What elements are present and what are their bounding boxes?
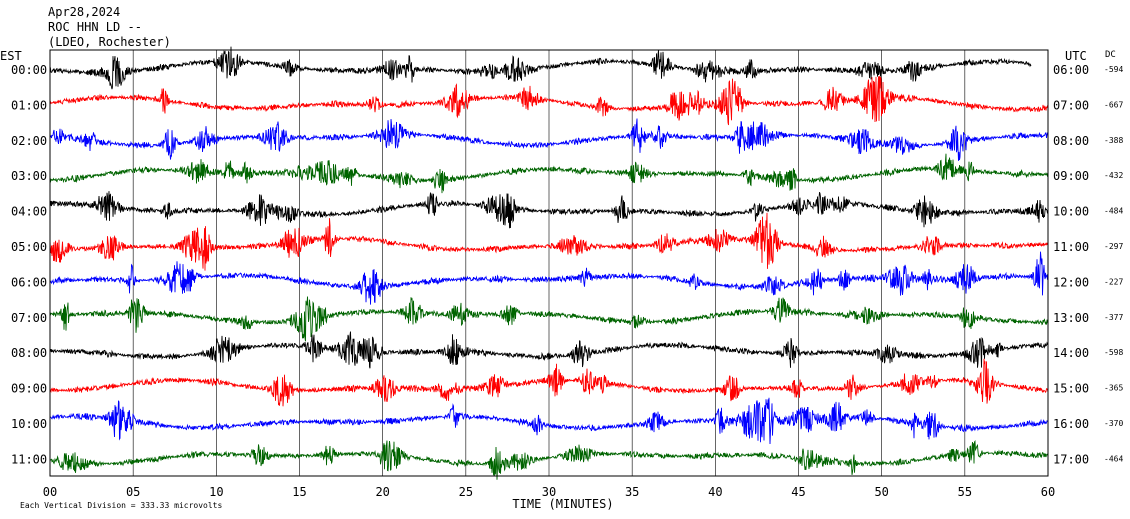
station-code: ROC HHN LD -- — [48, 20, 142, 34]
x-tick-label: 50 — [874, 485, 888, 499]
est-hour-label: 06:00 — [11, 275, 47, 289]
dc-offset-value: -388 — [1104, 136, 1123, 145]
seismic-trace — [49, 296, 1049, 342]
dc-offset-value: -377 — [1104, 313, 1123, 322]
dc-offset-value: -594 — [1104, 65, 1123, 74]
dc-column-label: DC — [1105, 50, 1116, 60]
scale-note: Each Vertical Division = 333.33 microvol… — [20, 501, 222, 510]
est-hour-label: 09:00 — [11, 382, 47, 396]
utc-hour-label: 07:00 — [1053, 98, 1089, 112]
est-hour-label: 07:00 — [11, 311, 47, 325]
est-hour-label: 05:00 — [11, 240, 47, 254]
seismic-trace — [49, 251, 1049, 305]
seismic-traces — [49, 46, 1049, 480]
x-tick-label: 20 — [375, 485, 389, 499]
dc-offset-value: -667 — [1104, 100, 1123, 109]
seismic-trace — [49, 440, 1049, 480]
x-axis-label: TIME (MINUTES) — [512, 497, 613, 511]
dc-offset-value: -464 — [1104, 454, 1123, 463]
utc-hour-label: 14:00 — [1053, 346, 1089, 360]
utc-hour-label: 12:00 — [1053, 275, 1089, 289]
row-labels: 00:00 06:00 -594 01:00 07:00 -667 02:00 08:00 -3… — [11, 63, 1123, 466]
utc-hour-label: 11:00 — [1053, 240, 1089, 254]
utc-hour-label: 09:00 — [1053, 169, 1089, 183]
utc-hour-label: 13:00 — [1053, 311, 1089, 325]
x-tick-label: 60 — [1041, 485, 1055, 499]
x-axis-ticks: 00 05 10 15 20 25 30 35 40 45 50 55 60 — [43, 485, 1055, 499]
seismic-trace — [49, 118, 1049, 161]
dc-offset-value: -484 — [1104, 207, 1123, 216]
dc-offset-value: -370 — [1104, 419, 1123, 428]
x-tick-label: 45 — [791, 485, 805, 499]
est-hour-label: 03:00 — [11, 169, 47, 183]
dc-offset-value: -598 — [1104, 348, 1123, 357]
seismic-trace — [49, 153, 1049, 194]
utc-hour-label: 06:00 — [1053, 63, 1089, 77]
est-hour-label: 10:00 — [11, 417, 47, 431]
x-tick-label: 10 — [209, 485, 223, 499]
utc-hour-label: 15:00 — [1053, 382, 1089, 396]
minute-gridlines — [132, 50, 966, 476]
est-hour-label: 08:00 — [11, 346, 47, 360]
dc-offset-value: -432 — [1104, 171, 1123, 180]
utc-hour-label: 16:00 — [1053, 417, 1089, 431]
x-tick-label: 00 — [43, 485, 57, 499]
plot-date: Apr28,2024 — [48, 5, 121, 19]
est-hour-label: 01:00 — [11, 98, 47, 112]
dc-offset-value: -297 — [1104, 242, 1123, 251]
seismic-trace — [49, 46, 1032, 90]
est-hour-label: 00:00 — [11, 63, 47, 77]
x-tick-label: 25 — [459, 485, 473, 499]
seismic-trace — [49, 358, 1049, 407]
est-hour-label: 02:00 — [11, 134, 47, 148]
x-tick-label: 35 — [625, 485, 639, 499]
est-axis-label: EST — [0, 49, 22, 63]
est-hour-label: 11:00 — [11, 452, 47, 466]
dc-offset-value: -365 — [1104, 384, 1123, 393]
est-hour-label: 04:00 — [11, 205, 47, 219]
utc-hour-label: 08:00 — [1053, 134, 1089, 148]
x-tick-label: 15 — [292, 485, 306, 499]
x-tick-label: 05 — [126, 485, 140, 499]
seismic-trace — [49, 76, 1049, 126]
x-tick-label: 30 — [542, 485, 556, 499]
dc-offset-value: -227 — [1104, 277, 1123, 286]
seismic-trace — [49, 397, 1049, 445]
x-tick-label: 40 — [708, 485, 722, 499]
plot-frame — [49, 49, 1049, 477]
network-name: (LDEO, Rochester) — [48, 35, 171, 49]
utc-axis-label: UTC — [1065, 49, 1087, 63]
utc-hour-label: 10:00 — [1053, 205, 1089, 219]
seismic-trace — [49, 212, 1049, 271]
utc-hour-label: 17:00 — [1053, 452, 1089, 466]
seismic-trace — [49, 331, 1049, 369]
seismic-trace — [49, 191, 1049, 229]
x-tick-label: 55 — [958, 485, 972, 499]
